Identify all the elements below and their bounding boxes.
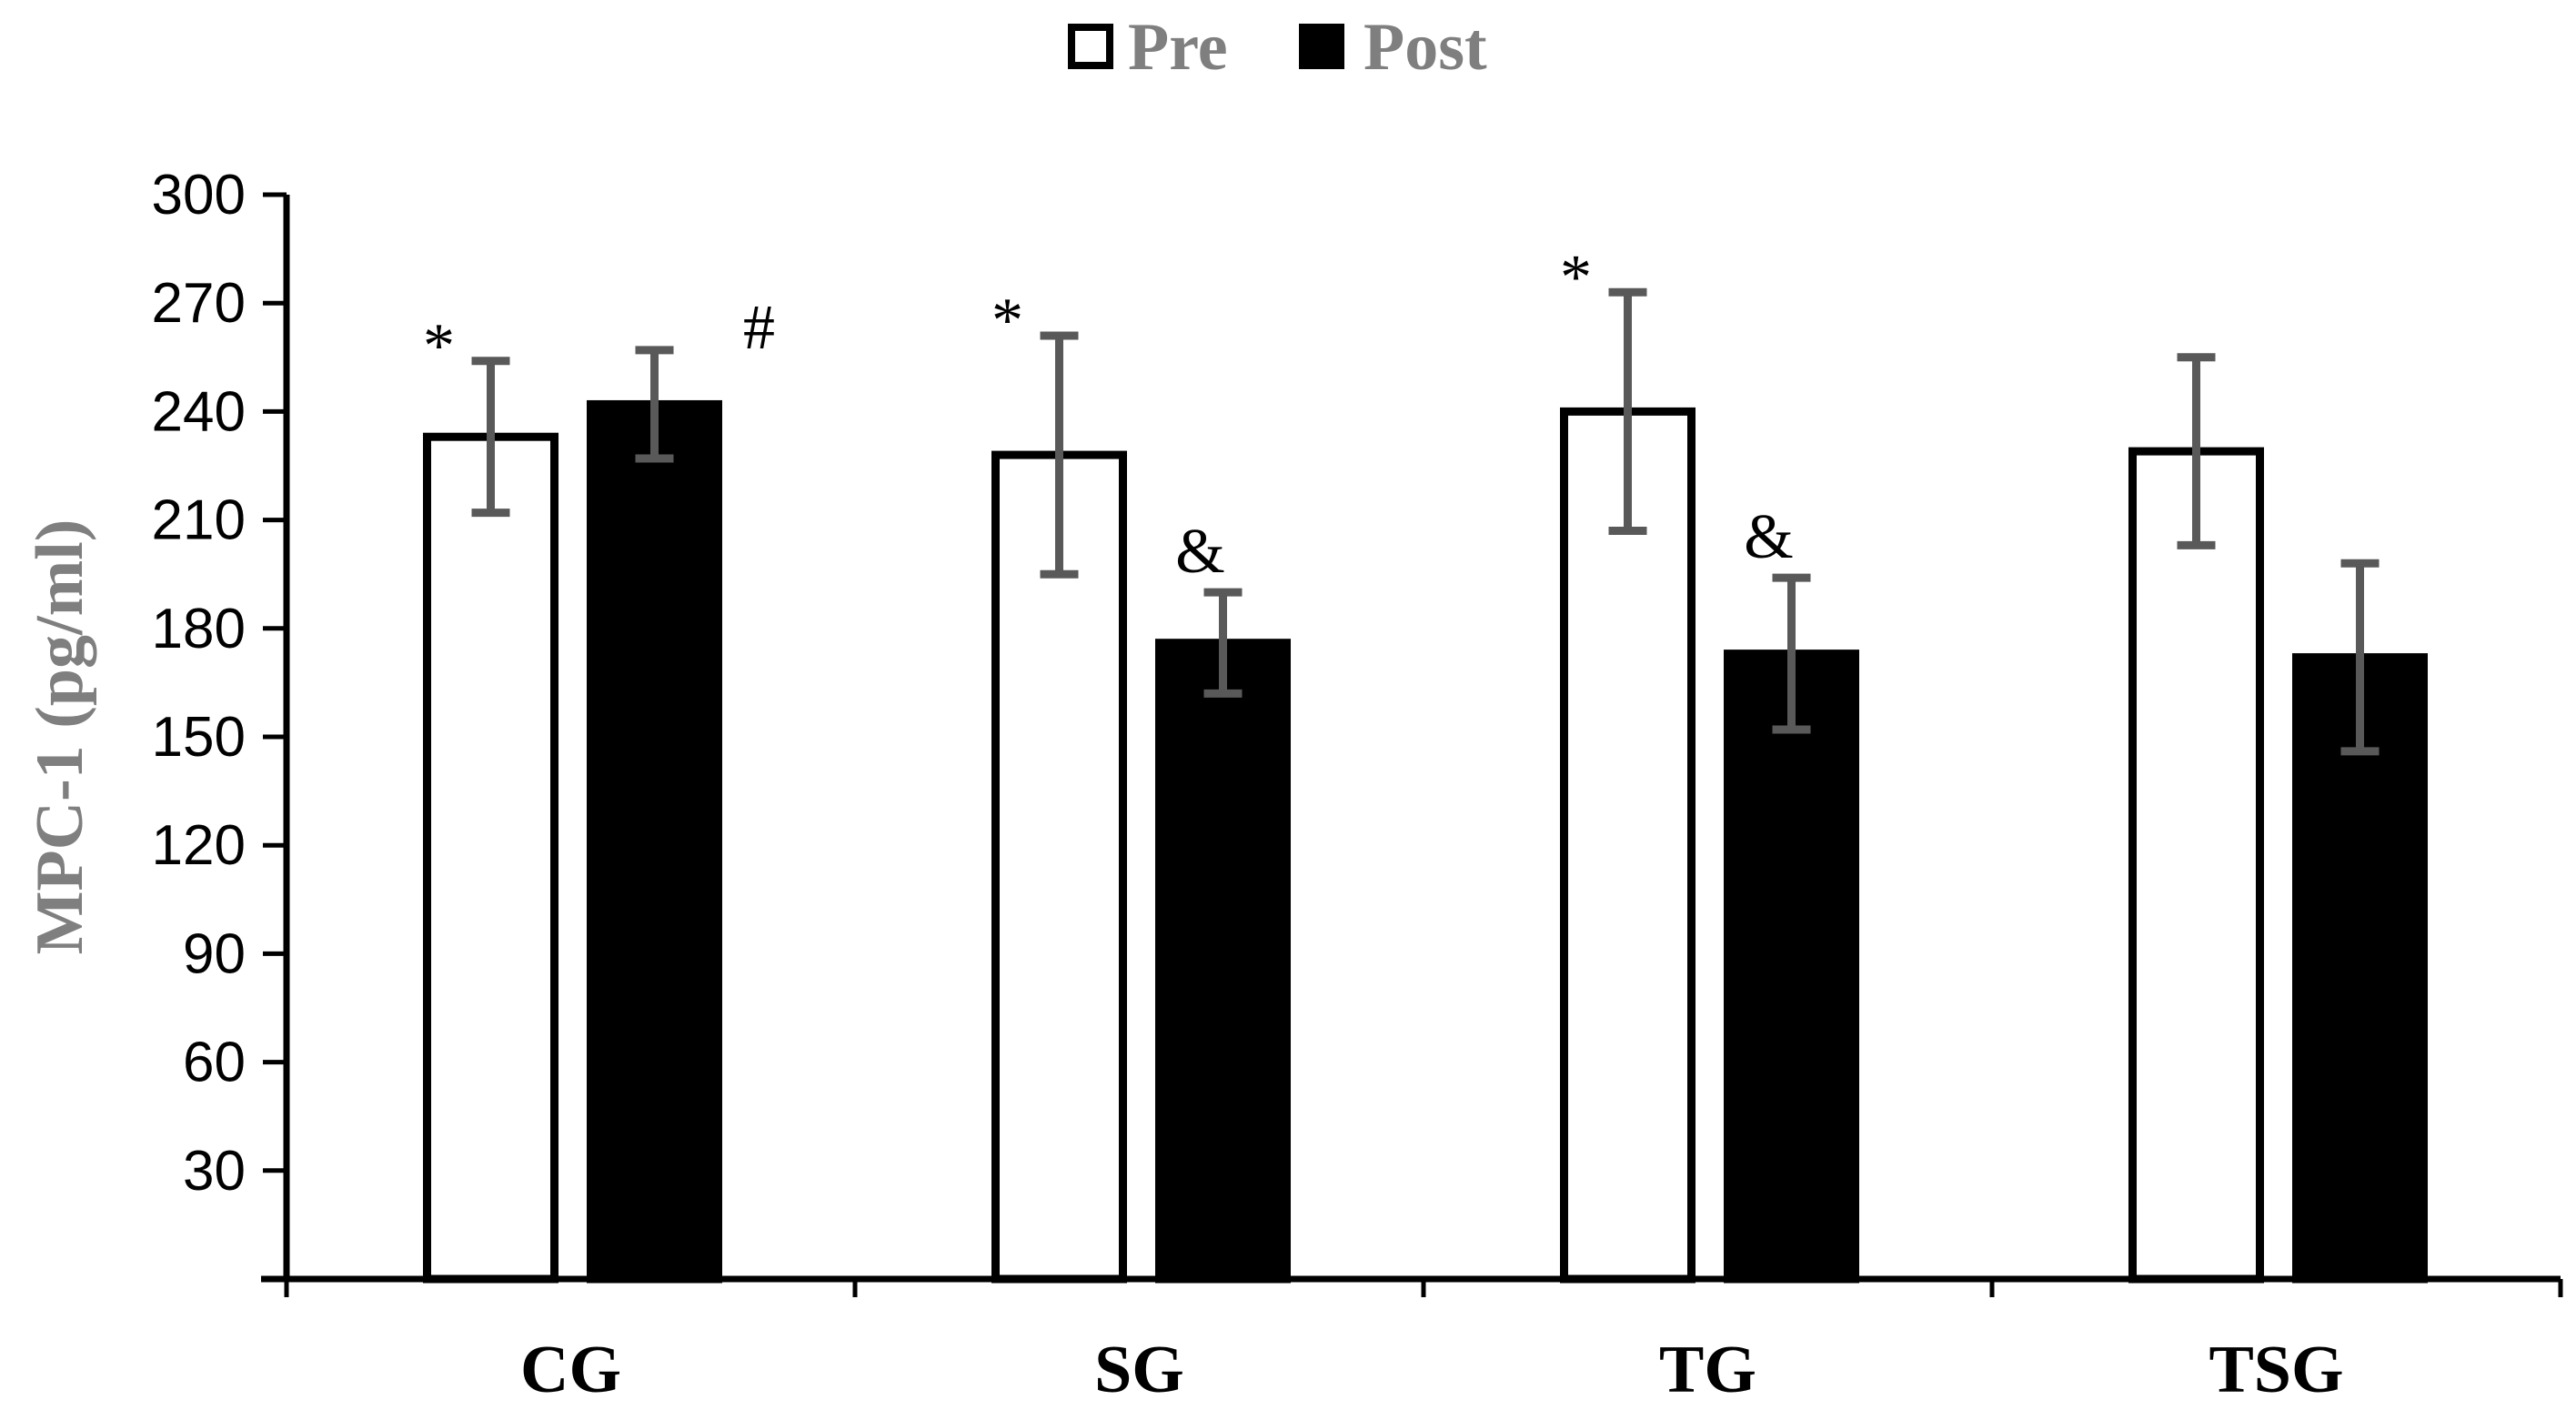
y-axis: 30 60 90 120 150 180 210 240 270 300 bbox=[152, 164, 290, 1279]
legend-swatch-pre bbox=[1068, 24, 1113, 69]
y-tick-label: 180 bbox=[152, 598, 246, 660]
annotation-asterisk: * bbox=[1560, 242, 1592, 312]
y-tick-label: 240 bbox=[152, 380, 246, 443]
bar-pre-tg bbox=[1560, 407, 1696, 1284]
bar-pre-sg bbox=[991, 450, 1127, 1284]
bar-pre-cg bbox=[423, 432, 558, 1284]
x-axis: CG SG TG TSG bbox=[261, 1275, 2563, 1407]
y-tick-label: 210 bbox=[152, 489, 246, 552]
annotation-hash: # bbox=[743, 293, 775, 363]
annotation-asterisk: * bbox=[423, 311, 455, 381]
error-bars bbox=[471, 287, 2380, 756]
bar-post-tsg bbox=[2292, 653, 2428, 1284]
legend-label-post: Post bbox=[1363, 10, 1487, 85]
annotation-asterisk: * bbox=[991, 286, 1023, 356]
bar-post-cg bbox=[587, 399, 722, 1284]
x-category-label: CG bbox=[520, 1333, 621, 1407]
annotations: * # * & * & bbox=[423, 242, 1794, 587]
bar-post-tg bbox=[1724, 650, 1859, 1284]
y-tick-label: 270 bbox=[152, 272, 246, 335]
legend: Pre Post bbox=[1068, 10, 1487, 85]
y-tick-label: 60 bbox=[183, 1032, 246, 1094]
y-tick-label: 150 bbox=[152, 706, 246, 769]
legend-swatch-post bbox=[1299, 24, 1344, 69]
bars bbox=[423, 399, 2428, 1284]
y-tick-label: 90 bbox=[183, 922, 246, 985]
y-tick-label: 30 bbox=[183, 1140, 246, 1203]
annotation-ampersand: & bbox=[1175, 517, 1224, 587]
y-tick-label: 300 bbox=[152, 164, 246, 227]
x-category-label: TG bbox=[1659, 1333, 1756, 1407]
bar-post-sg bbox=[1155, 639, 1291, 1284]
legend-label-pre: Pre bbox=[1128, 10, 1228, 85]
x-category-label: SG bbox=[1094, 1333, 1184, 1407]
bar-pre-tsg bbox=[2128, 447, 2264, 1284]
x-category-label: TSG bbox=[2209, 1333, 2343, 1407]
y-axis-title: MPC-1 (pg/ml) bbox=[23, 519, 97, 955]
y-tick-label: 120 bbox=[152, 814, 246, 877]
annotation-ampersand: & bbox=[1744, 502, 1793, 572]
